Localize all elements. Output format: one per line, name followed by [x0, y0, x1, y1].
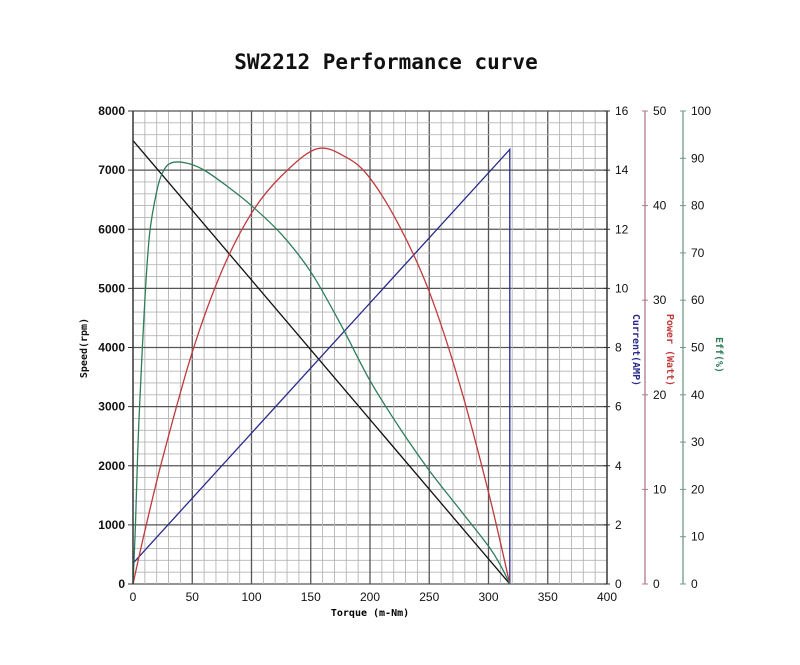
speed-tick-label: 0	[118, 577, 125, 591]
x-tick-label: 150	[301, 590, 321, 604]
speed-tick-label: 4000	[98, 341, 125, 355]
current-tick-label: 2	[615, 518, 622, 532]
series-efficiency-line	[132, 161, 511, 585]
speed-tick-label: 1000	[98, 518, 125, 532]
eff-tick-label: 100	[691, 104, 711, 118]
x-tick-label: 200	[360, 590, 380, 604]
current-tick-label: 16	[615, 104, 629, 118]
power-tick-label: 50	[653, 104, 667, 118]
speed-axis-label: Speed(rpm)	[79, 318, 90, 378]
current-tick-label: 6	[615, 400, 622, 414]
speed-tick-label: 3000	[98, 400, 125, 414]
power-tick-label: 20	[653, 388, 667, 402]
eff-tick-label: 50	[691, 341, 705, 355]
power-tick-label: 10	[653, 482, 667, 496]
power-axis-label: Power (Watt)	[664, 314, 675, 386]
x-tick-label: 0	[130, 590, 137, 604]
series-speed-line	[132, 140, 511, 585]
series-group	[132, 140, 511, 585]
speed-tick-label: 6000	[98, 222, 125, 236]
eff-tick-label: 90	[691, 151, 705, 165]
x-tick-label: 350	[538, 590, 558, 604]
eff-tick-label: 80	[691, 199, 705, 213]
power-tick-label: 0	[653, 577, 660, 591]
speed-tick-label: 7000	[98, 163, 125, 177]
eff-tick-label: 40	[691, 388, 705, 402]
current-tick-label: 0	[615, 577, 622, 591]
grid	[132, 110, 608, 585]
chart-title: SW2212 Performance curve	[234, 50, 537, 74]
eff-tick-label: 0	[691, 577, 698, 591]
speed-tick-label: 5000	[98, 281, 125, 295]
current-tick-label: 4	[615, 459, 622, 473]
x-tick-label: 400	[597, 590, 617, 604]
eff-tick-label: 70	[691, 246, 705, 260]
eff-tick-label: 60	[691, 293, 705, 307]
x-tick-label: 300	[478, 590, 498, 604]
eff-tick-label: 10	[691, 530, 705, 544]
eff-axis-label: Eff(%)	[713, 337, 724, 373]
power-tick-label: 30	[653, 293, 667, 307]
current-tick-label: 14	[615, 163, 629, 177]
current-axis-label: Current(AMP)	[630, 314, 641, 386]
x-tick-label: 50	[186, 590, 200, 604]
speed-tick-label: 8000	[98, 104, 125, 118]
power-tick-label: 40	[653, 199, 667, 213]
x-tick-label: 100	[241, 590, 261, 604]
x-tick-label: 250	[419, 590, 439, 604]
eff-tick-label: 20	[691, 482, 705, 496]
series-current-line	[132, 147, 511, 584]
axes-group: 0 50 100 150 200 250 300 350 4000100020003000400…	[79, 104, 724, 604]
current-tick-label: 10	[615, 281, 629, 295]
eff-tick-label: 30	[691, 435, 705, 449]
series-power-line	[132, 147, 511, 585]
speed-tick-label: 2000	[98, 459, 125, 473]
x-axis-label: Torque (m-Nm)	[331, 608, 409, 619]
current-tick-label: 12	[615, 222, 629, 236]
current-tick-label: 8	[615, 341, 622, 355]
